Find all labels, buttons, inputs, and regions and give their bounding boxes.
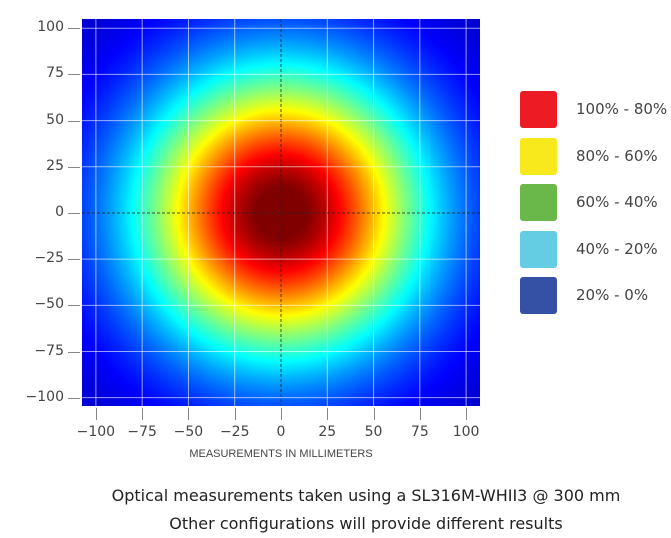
y-tick-label: 50 [46, 111, 64, 128]
x-tick-label: 25 [318, 424, 337, 440]
y-tick-mark [68, 74, 80, 76]
x-tick-mark [188, 408, 190, 420]
x-tick-mark [327, 408, 329, 420]
y-tick-mark [68, 212, 80, 214]
x-tick-mark [281, 408, 282, 420]
y-tick-mark [68, 259, 80, 261]
legend-swatch [520, 230, 557, 268]
y-tick-label: 25 [46, 157, 64, 174]
legend-label: 40% - 20% [576, 239, 658, 258]
caption-line-2: Other configurations will provide differ… [169, 514, 563, 533]
x-tick-mark [419, 408, 421, 420]
y-tick-label: 100 [37, 19, 64, 36]
y-tick-label: −75 [34, 342, 64, 359]
y-tick-mark [68, 120, 80, 122]
x-axis-label: MEASUREMENTS IN MILLIMETERS [189, 448, 373, 460]
x-tick-label: 50 [364, 424, 383, 440]
legend-label: 60% - 40% [576, 193, 658, 211]
y-tick-label: 0 [55, 203, 64, 220]
legend-label: 80% - 60% [576, 146, 658, 165]
y-tick-mark [68, 28, 80, 30]
caption-line-1: Optical measurements taken using a SL316… [111, 486, 621, 505]
x-tick-label: −50 [173, 424, 204, 440]
y-tick-label: −50 [34, 296, 64, 313]
legend-swatch [520, 137, 557, 175]
x-tick-mark [373, 408, 375, 420]
x-tick-label: 0 [276, 424, 286, 440]
x-tick-mark [95, 408, 97, 420]
legend-swatch [520, 91, 557, 128]
grid-overlay [82, 19, 480, 406]
y-tick-label: −25 [34, 250, 64, 267]
x-tick-mark [142, 408, 144, 420]
legend-swatch [520, 184, 557, 221]
y-tick-mark [68, 166, 80, 168]
x-tick-label: −25 [219, 424, 250, 440]
x-tick-label: 100 [452, 424, 480, 440]
legend-swatch [520, 277, 557, 314]
x-tick-label: −100 [76, 424, 116, 440]
x-tick-label: −75 [127, 424, 157, 440]
y-tick-mark [68, 305, 80, 307]
y-tick-label: 75 [46, 65, 64, 82]
x-tick-mark [234, 408, 236, 420]
x-tick-label: 75 [410, 424, 429, 440]
y-tick-mark [68, 397, 80, 399]
legend-label: 20% - 0% [576, 286, 649, 304]
legend-label: 100% - 80% [576, 100, 668, 118]
heatmap-plot-area [82, 19, 480, 406]
y-tick-mark [68, 351, 80, 353]
y-tick-label: −100 [25, 388, 64, 405]
x-tick-mark [466, 408, 468, 420]
